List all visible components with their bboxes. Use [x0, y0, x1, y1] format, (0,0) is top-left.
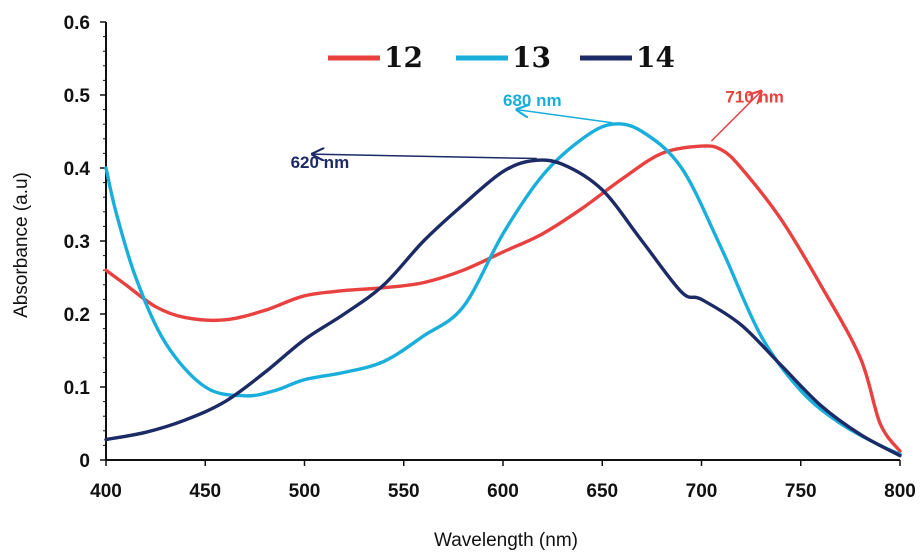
series-line-14 [104, 158, 902, 458]
y-axis-title: Absorbance (a.u) [11, 172, 32, 318]
series-lines [104, 122, 902, 458]
x-tick-label: 650 [586, 481, 618, 502]
axes: 400 450 500 550 600 650 700 750 800 0 0.1 0.2 0.3 0.4… [64, 13, 916, 502]
x-tick-label: 750 [785, 481, 817, 502]
series-line-12 [104, 144, 902, 453]
x-tick-label: 700 [686, 481, 718, 502]
annotation-arrow [312, 154, 537, 158]
x-tick-label: 550 [388, 481, 420, 502]
y-tick-label: 0.6 [64, 13, 90, 34]
x-tick-label: 600 [487, 481, 519, 502]
x-tick-label: 800 [884, 481, 916, 502]
legend-label-13: 13 [512, 41, 551, 74]
y-tick-label: 0.1 [64, 378, 91, 399]
annotation-arrow [710, 91, 761, 142]
y-tick-label: 0.4 [64, 159, 91, 180]
y-tick-label: 0.3 [64, 232, 90, 253]
x-tick-label: 450 [189, 481, 221, 502]
series-line-13 [104, 122, 902, 456]
annotation-label: 680 nm [503, 91, 562, 110]
annotation-label: 620 nm [291, 153, 350, 172]
x-axis-title: Wavelength (nm) [434, 530, 578, 551]
y-tick-label: 0.2 [64, 305, 90, 326]
peak-annotations: 710 nm 680 nm 620 nm [291, 87, 784, 172]
annotation-arrow [517, 110, 613, 124]
y-tick-label: 0 [79, 451, 90, 472]
annotation-label: 710 nm [725, 87, 784, 106]
legend-label-14: 14 [636, 41, 675, 74]
x-tick-label: 500 [289, 481, 321, 502]
legend-label-12: 12 [384, 41, 423, 74]
y-tick-label: 0.5 [64, 86, 91, 107]
x-tick-label: 400 [90, 481, 122, 502]
legend: 12 13 14 [328, 41, 675, 74]
